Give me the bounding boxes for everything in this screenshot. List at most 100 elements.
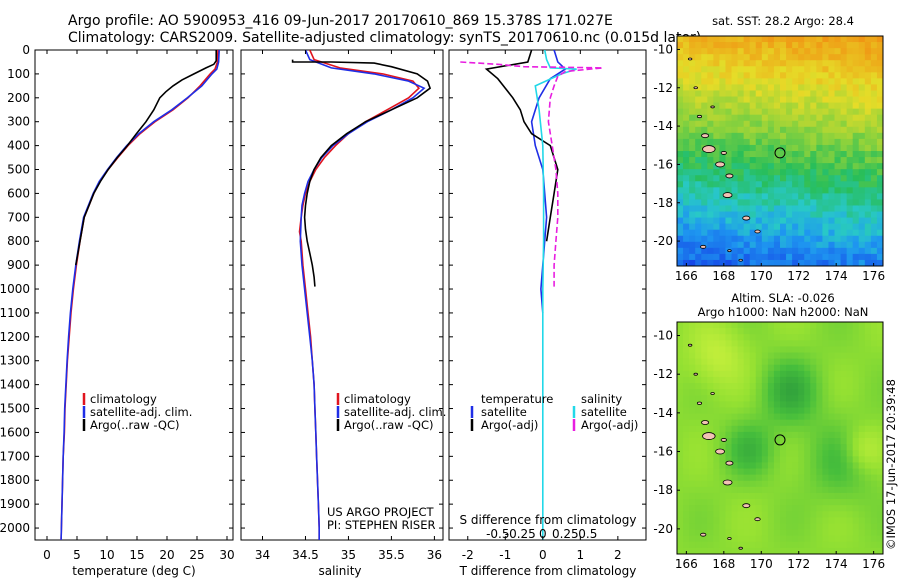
sla-map-cell [701,468,708,476]
sst-map-cell [677,60,684,67]
sla-map-cell [846,535,854,543]
sla-map-cell [858,334,866,341]
sla-map-cell [846,413,854,421]
sst-map-cell [755,48,763,55]
sst-map-cell [737,108,745,116]
sst-map-cell [822,247,830,255]
sla-map-cell [828,492,836,500]
sla-map-cell [864,444,872,451]
sst-map-cell [846,66,854,73]
sla-map-cell [870,328,878,335]
sst-map-cell [761,108,769,116]
sst-map-cell [864,90,872,98]
sla-map-cell [761,364,769,372]
sst-map-cell [719,48,727,55]
sla-map-cell [731,541,739,549]
sst-map-cell [816,223,824,231]
sla-map-cell [822,413,830,421]
sst-map-cell [810,151,817,158]
sst-map-cell [870,144,878,152]
sla-map-cell [822,401,830,409]
depth-tick-label: 300 [7,115,30,129]
sla-map-cell [737,401,745,409]
sst-map-cell [786,48,793,55]
sst-map-cell [816,235,824,243]
sst-map-cell [749,132,757,140]
sla-map-cell [846,529,854,537]
sst-map-cell [840,235,848,243]
sst-map-cell [737,84,745,92]
sla-map-cell [852,370,860,378]
sst-map-cell [864,126,872,134]
sst-map-cell [828,60,836,67]
sst-map-cell [773,120,781,128]
sla-map-cell [840,456,848,464]
sst-map-cell [749,78,757,86]
depth-tick-label: 1800 [0,473,30,487]
sst-map-cell [852,259,860,266]
sst-map-cell [683,241,690,249]
sla-map-cell [846,511,854,518]
sla-map-cell [737,486,745,494]
sla-map-cell [683,517,690,525]
sst-map-cell [773,253,781,261]
sst-map-cell [689,205,696,213]
sla-map-cell [780,334,787,341]
sla-map-cell [798,376,805,384]
sst-map-cell [719,181,727,188]
sla-map-cell [876,407,883,415]
sla-map-cell [743,438,751,445]
sst-map-cell [852,96,860,104]
sst-map-cell [725,175,733,182]
sla-map-cell [695,456,702,464]
sla-map-cell [737,322,745,329]
sla-map-cell [755,401,763,409]
sst-map-cell [701,114,708,122]
sst-map-cell [731,259,739,266]
sst-map-cell [780,175,787,182]
sla-map-cell [798,547,805,554]
sst-map-cell [816,253,824,261]
sla-map-cell [689,370,696,378]
sla-map-cell [677,419,684,427]
sst-map-cell [755,247,763,255]
sla-map-cell [737,523,745,531]
sst-map-cell [846,84,854,92]
sst-map-cell [731,217,739,225]
sst-map-cell [810,157,817,164]
sst-map-cell [695,90,702,98]
sst-map-cell [834,211,842,219]
depth-tick-label: 1700 [0,449,30,463]
sst-map-cell [798,114,805,122]
sla-map-cell [749,431,757,439]
sla-map-cell [719,340,727,348]
sst-map-cell [719,108,727,116]
sla-map-cell [707,425,714,433]
sla-map-cell [737,370,745,378]
sla-map-cell [749,480,757,488]
sla-map-cell [822,322,830,329]
sst-map-cell [725,241,733,249]
sst-map-cell [731,120,739,128]
sst-island [710,105,715,109]
sla-map-cell [804,370,811,378]
sst-map-cell [834,144,842,152]
sla-map-cell [870,322,878,329]
sla-map-cell [870,499,878,506]
sla-map-cell [786,401,793,409]
sst-map-cell [767,60,775,67]
sst-map-cell [840,247,848,255]
sst-map-cell [840,187,848,194]
sla-map-cell [786,456,793,464]
sla-map-cell [707,523,714,531]
sst-map-cell [689,60,696,67]
sla-map-cell [677,517,684,525]
sst-map-cell [755,120,763,128]
sst-map-cell [737,175,745,182]
sst-map-cell [677,90,684,98]
sst-map-cell [780,54,787,61]
sst-map-cell [798,120,805,128]
sst-map-cell [870,36,878,43]
sst-map-cell [780,235,787,243]
sst-map-cell [761,138,769,146]
